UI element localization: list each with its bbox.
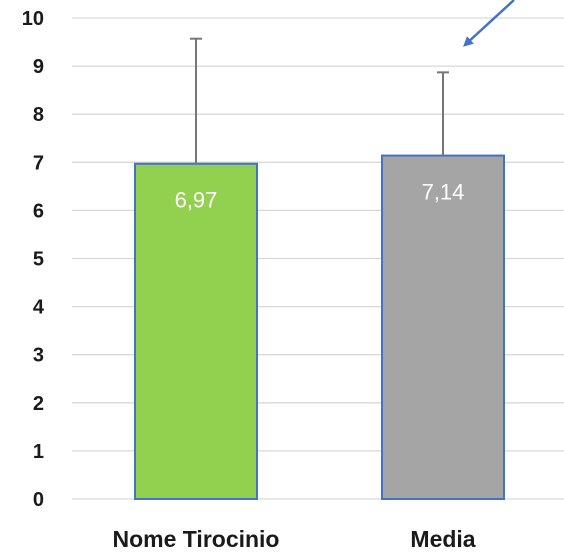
error-bars (190, 37, 449, 164)
y-tick-label: 8 (33, 104, 44, 126)
bar (134, 162, 258, 500)
y-tick-label: 2 (33, 393, 44, 415)
x-axis-category-labels: Nome Tirocinio Media (113, 526, 476, 552)
data-label: 6,97 (175, 188, 218, 213)
data-labels: 6,97 7,14 (175, 180, 465, 213)
data-label: 7,14 (422, 180, 465, 205)
y-tick-label: 4 (33, 297, 45, 319)
category-label: Nome Tirocinio (113, 526, 280, 552)
y-axis-tick-labels: 0 1 2 3 4 5 6 7 8 9 10 (22, 8, 45, 511)
y-tick-label: 9 (33, 56, 44, 78)
y-tick-label: 3 (33, 345, 44, 367)
bars (134, 154, 505, 500)
y-tick-label: 5 (33, 249, 44, 271)
y-tick-label: 1 (33, 441, 44, 463)
y-tick-label: 0 (33, 489, 44, 511)
y-tick-label: 7 (33, 152, 44, 174)
bar (381, 154, 505, 500)
y-tick-label: 6 (33, 200, 44, 222)
y-tick-label: 10 (22, 8, 44, 30)
annotation-arrow (463, 0, 515, 47)
category-label: Media (410, 526, 475, 552)
